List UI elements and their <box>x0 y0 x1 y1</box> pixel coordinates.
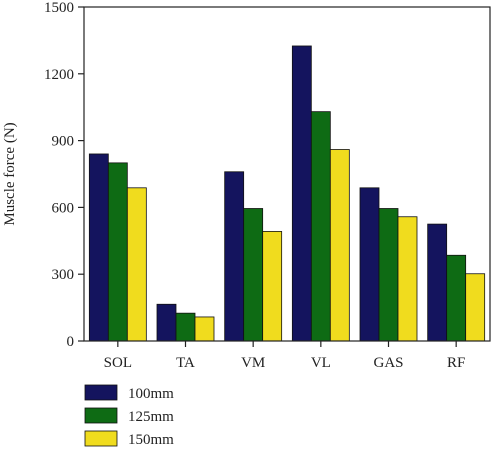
bar-100mm-VM <box>224 171 245 342</box>
legend-label-150mm: 150mm <box>128 432 174 448</box>
y-tick-label: 600 <box>52 200 75 216</box>
y-tick-label: 0 <box>67 334 75 350</box>
y-tick-label: 1500 <box>44 0 74 16</box>
y-tick-label: 1200 <box>44 67 74 83</box>
y-axis-title: Muscle force (N) <box>2 122 18 225</box>
bar-125mm-SOL <box>107 162 128 342</box>
bar-100mm-VL <box>291 45 312 342</box>
y-tick-label: 300 <box>52 267 75 283</box>
legend-swatch-125mm <box>84 407 118 424</box>
bar-150mm-VM <box>262 231 283 342</box>
bar-150mm-SOL <box>126 187 147 342</box>
bar-125mm-VM <box>243 208 264 342</box>
bar-125mm-GAS <box>378 208 399 342</box>
legend: 100mm 125mm 150mm <box>84 384 174 448</box>
x-tick-label: RF <box>447 355 465 371</box>
bar-100mm-RF <box>427 223 448 342</box>
bar-150mm-RF <box>465 273 486 342</box>
bar-150mm-VL <box>329 149 350 342</box>
x-tick-label: GAS <box>373 355 403 371</box>
plot-frame <box>83 6 491 342</box>
bar-100mm-GAS <box>359 187 380 342</box>
y-tick-label: 900 <box>52 134 75 150</box>
legend-swatch-100mm <box>84 384 118 401</box>
axes-layer <box>83 6 491 342</box>
legend-label-100mm: 100mm <box>128 386 174 402</box>
legend-swatch-150mm <box>84 430 118 447</box>
legend-label-125mm: 125mm <box>128 409 174 425</box>
x-tick-label: VM <box>241 355 265 371</box>
x-tick-label: TA <box>176 355 195 371</box>
bar-150mm-TA <box>194 316 215 342</box>
bar-125mm-VL <box>310 111 331 342</box>
bar-125mm-TA <box>175 312 196 342</box>
bar-150mm-GAS <box>397 216 418 342</box>
x-ticks: SOL TA VM VL GAS RF <box>104 341 465 371</box>
y-ticks: 0 300 600 900 1200 1500 <box>44 0 84 350</box>
bar-100mm-SOL <box>88 153 109 342</box>
x-tick-label: SOL <box>104 355 132 371</box>
bar-125mm-RF <box>446 254 467 342</box>
x-tick-label: VL <box>311 355 331 371</box>
bar-100mm-TA <box>156 303 177 342</box>
bars-layer <box>88 45 486 342</box>
